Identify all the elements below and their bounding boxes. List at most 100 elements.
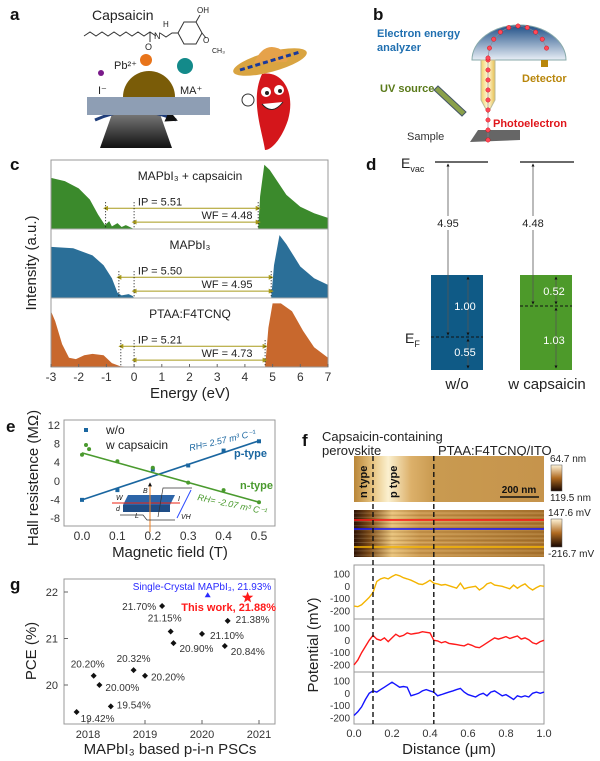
upper-value-capsaicin: 0.52: [543, 286, 564, 298]
electron-dot: [506, 25, 512, 30]
sample-block: [470, 130, 520, 142]
band-box-capsaicin: [520, 275, 572, 370]
plot-frame: [63, 419, 276, 527]
panel-g-pce-comparison: g PCE (%) MAPbI₃ based p-i-n PSCs 202122…: [10, 575, 276, 758]
potential-map-image: [354, 510, 544, 557]
y-tick-label: 100: [333, 677, 350, 688]
x-tick-label: 0.2: [384, 728, 399, 740]
legend-marker: [84, 443, 88, 447]
data-point: [186, 463, 191, 468]
ma-label: MA⁺: [180, 85, 203, 97]
x-tick-label: 0.5: [251, 529, 268, 543]
y-tick-label: -100: [330, 594, 350, 605]
f-title-line2: perovskite: [322, 443, 381, 458]
molecule-label-o: O: [145, 42, 152, 52]
molecule-label-o2: O: [203, 36, 209, 45]
inset-label-b: B: [143, 488, 148, 495]
sample-label: Sample: [407, 131, 444, 143]
f-ylabel: Potential (mV): [305, 597, 322, 692]
y-tick-label: 100: [333, 570, 350, 581]
x-tick-label: 3: [214, 370, 221, 384]
capsaicin-molecule: [83, 14, 207, 45]
hall-bar-side: [123, 505, 170, 512]
x-tick-label: 0.1: [109, 529, 126, 543]
spectrum-title: MAPbI₃ + capsaicin: [138, 169, 243, 183]
x-tick-label: 7: [325, 370, 332, 384]
data-point: [257, 500, 261, 505]
data-point: [224, 617, 231, 624]
potential-colorbar-min: -216.7 mV: [548, 549, 594, 560]
topography-image: [354, 456, 544, 502]
data-point-label: 21.15%: [148, 614, 182, 625]
wf-label: WF = 4.95: [201, 279, 252, 291]
data-point-label: 21.10%: [210, 631, 244, 642]
x-tick-label: 0.4: [215, 529, 232, 543]
panel-label-e: e: [6, 417, 15, 436]
potential-profile-line: [353, 681, 545, 717]
data-point-label: 20.00%: [105, 683, 139, 694]
data-point: [186, 480, 191, 485]
data-point-label: 20.20%: [71, 660, 105, 671]
column-label-capsaicin: w capsaicin: [507, 376, 586, 393]
inset-label-w: W: [116, 495, 124, 502]
data-point-label: 21.70%: [122, 602, 156, 613]
electron-dot: [524, 25, 530, 30]
electron-dot: [515, 23, 521, 29]
f-xlabel: Distance (μm): [402, 741, 496, 758]
data-point: [167, 628, 174, 635]
ip-label: IP = 5.50: [138, 265, 182, 277]
y-tick-label: 0: [344, 582, 350, 593]
data-point: [90, 672, 97, 679]
data-point: [115, 488, 120, 493]
y-tick-label: 100: [333, 624, 350, 635]
data-point: [80, 452, 84, 457]
subplot-frame: [353, 618, 545, 673]
hall-device-inset-icon: B Wd L I VH: [112, 482, 192, 532]
wire: [120, 514, 175, 521]
y-tick-label: 12: [48, 420, 60, 432]
electron-dot: [491, 36, 497, 42]
data-point: [115, 459, 120, 464]
wf-label: WF = 4.73: [201, 348, 252, 360]
x-tick-label: 0.8: [498, 728, 513, 740]
lower-value-capsaicin: 1.03: [543, 335, 564, 347]
data-point: [73, 708, 80, 715]
n-type-label: n type: [358, 466, 370, 498]
panel-label-g: g: [10, 575, 20, 594]
spectrum-title: MAPbI₃: [170, 238, 211, 252]
perovskite-droplet: [123, 71, 175, 97]
height-colorbar: [550, 464, 563, 492]
data-point: [170, 640, 177, 647]
electron-dot: [485, 55, 491, 61]
wf-value-capsaicin: 4.48: [522, 218, 543, 230]
detector-icon: [541, 60, 548, 67]
g-xlabel: MAPbI₃ based p-i-n PSCs: [84, 741, 257, 758]
e-xlabel: Magnetic field (T): [112, 544, 228, 561]
electron-dot: [485, 107, 491, 113]
p-type-label: p-type: [234, 448, 267, 460]
this-work-label: This work, 21.88%: [181, 602, 276, 614]
potential-colorbar-max: 147.6 mV: [548, 508, 591, 519]
data-point: [199, 630, 205, 637]
x-tick-label: 0.0: [74, 529, 91, 543]
data-point: [142, 672, 148, 679]
panel-f-kpfm: f Capsaicin-containing perovskite PTAA:F…: [302, 429, 594, 758]
spectrum-area: [51, 303, 328, 367]
panel-a: a Capsaicin O H N OH O CH₃ Pb²⁺ I⁻ MA⁺: [10, 5, 307, 150]
data-point: [159, 602, 166, 609]
data-point: [130, 667, 137, 674]
data-point: [221, 488, 226, 493]
c-ylabel: Intensity (a.u.): [23, 215, 40, 310]
panel-label-c: c: [10, 155, 19, 174]
molecule-label-h: H: [163, 20, 169, 29]
x-tick-label: 4: [242, 370, 249, 384]
molecule-label-ch3: CH₃: [212, 48, 225, 55]
panel-label-a: a: [10, 5, 20, 24]
uv-source-label: UV source: [380, 83, 434, 95]
legend-label: w capsaicin: [105, 438, 168, 452]
x-tick-label: 0.3: [180, 529, 197, 543]
y-tick-label: -200: [330, 713, 350, 724]
column-label-wo: w/o: [444, 376, 468, 393]
inset-label-l: L: [135, 513, 139, 520]
x-tick-label: 2018: [76, 729, 100, 741]
